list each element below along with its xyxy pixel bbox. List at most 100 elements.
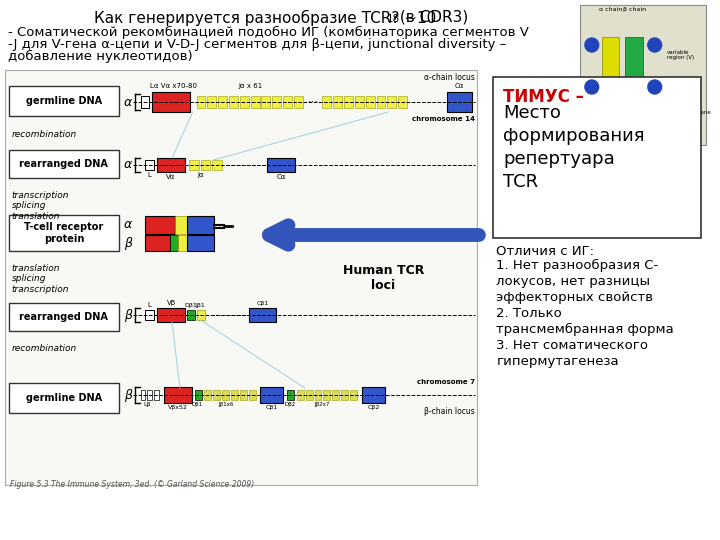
- Text: α-chain locus: α-chain locus: [424, 73, 474, 82]
- FancyBboxPatch shape: [259, 387, 283, 403]
- FancyBboxPatch shape: [178, 235, 186, 251]
- FancyBboxPatch shape: [140, 96, 150, 108]
- Text: Lβ: Lβ: [144, 402, 151, 407]
- Text: Dβ1: Dβ1: [184, 303, 197, 308]
- Text: Jβ1: Jβ1: [196, 303, 205, 308]
- Text: добавление нуклеотидов): добавление нуклеотидов): [8, 50, 192, 63]
- Circle shape: [648, 80, 662, 94]
- FancyBboxPatch shape: [145, 160, 154, 170]
- Text: chromosome 14: chromosome 14: [412, 116, 474, 122]
- FancyBboxPatch shape: [9, 86, 119, 116]
- FancyBboxPatch shape: [580, 5, 706, 145]
- FancyBboxPatch shape: [194, 390, 202, 400]
- FancyBboxPatch shape: [212, 160, 222, 170]
- Text: ТИМУС –: ТИМУС –: [503, 88, 584, 106]
- FancyBboxPatch shape: [355, 96, 364, 108]
- Text: Отличия с ИГ:: Отличия с ИГ:: [497, 245, 595, 258]
- Text: β chain: β chain: [623, 7, 646, 12]
- FancyBboxPatch shape: [341, 390, 348, 400]
- Text: translation
splicing
transcription: translation splicing transcription: [12, 264, 69, 294]
- Text: 18: 18: [387, 14, 400, 24]
- FancyBboxPatch shape: [231, 390, 238, 400]
- FancyBboxPatch shape: [207, 96, 216, 108]
- FancyBboxPatch shape: [145, 235, 170, 251]
- FancyBboxPatch shape: [229, 96, 238, 108]
- FancyBboxPatch shape: [201, 160, 210, 170]
- Text: ···: ···: [307, 97, 318, 107]
- Text: Cβ2: Cβ2: [367, 405, 379, 410]
- FancyBboxPatch shape: [398, 96, 407, 108]
- FancyBboxPatch shape: [602, 37, 619, 107]
- Text: L: L: [148, 302, 151, 308]
- Text: Cβ1: Cβ1: [256, 301, 269, 306]
- FancyBboxPatch shape: [240, 390, 247, 400]
- FancyBboxPatch shape: [218, 96, 227, 108]
- FancyBboxPatch shape: [493, 77, 701, 238]
- FancyBboxPatch shape: [140, 390, 145, 400]
- Text: β: β: [124, 388, 132, 402]
- FancyBboxPatch shape: [323, 390, 330, 400]
- FancyBboxPatch shape: [297, 390, 304, 400]
- Text: - Соматической рекомбинацией подобно ИГ (комбинаторика сегментов V: - Соматической рекомбинацией подобно ИГ …: [8, 26, 528, 39]
- Text: transmembrane
region: transmembrane region: [667, 110, 711, 120]
- FancyBboxPatch shape: [585, 120, 701, 140]
- FancyBboxPatch shape: [377, 96, 385, 108]
- Text: α: α: [124, 159, 132, 172]
- FancyBboxPatch shape: [164, 387, 192, 403]
- Text: constant
region (C): constant region (C): [667, 79, 693, 90]
- Text: germline DNA: germline DNA: [26, 96, 102, 106]
- FancyBboxPatch shape: [175, 216, 186, 234]
- Text: Место
формирования
репертуара
TCR: Место формирования репертуара TCR: [503, 104, 645, 191]
- Text: germline DNA: germline DNA: [26, 393, 102, 403]
- FancyBboxPatch shape: [240, 96, 248, 108]
- Circle shape: [585, 38, 599, 52]
- FancyBboxPatch shape: [315, 390, 321, 400]
- FancyBboxPatch shape: [189, 160, 199, 170]
- FancyBboxPatch shape: [197, 96, 205, 108]
- FancyBboxPatch shape: [222, 390, 229, 400]
- FancyBboxPatch shape: [323, 96, 331, 108]
- FancyArrowPatch shape: [269, 225, 479, 245]
- FancyBboxPatch shape: [447, 92, 472, 112]
- Text: Cβ1: Cβ1: [265, 405, 277, 410]
- FancyBboxPatch shape: [248, 390, 256, 400]
- Text: recombination: recombination: [12, 344, 77, 353]
- FancyBboxPatch shape: [602, 105, 643, 123]
- Text: (в CDR3): (в CDR3): [395, 10, 469, 25]
- Text: Jβ2x7: Jβ2x7: [315, 402, 330, 407]
- Text: -J для V-гена α-цепи и V-D-J сегментов для β-цепи, junctional diversity –: -J для V-гена α-цепи и V-D-J сегментов д…: [8, 38, 506, 51]
- Text: α: α: [124, 96, 132, 109]
- Text: Human TCR
loci: Human TCR loci: [343, 264, 424, 292]
- FancyBboxPatch shape: [625, 37, 643, 120]
- Text: transcription
splicing
translation: transcription splicing translation: [12, 191, 69, 221]
- Text: Как генерируется разнообразие TCR? ~10: Как генерируется разнообразие TCR? ~10: [94, 10, 436, 26]
- Text: Lα Vα x70-80: Lα Vα x70-80: [150, 83, 197, 89]
- Text: Cα: Cα: [276, 174, 286, 180]
- FancyBboxPatch shape: [154, 390, 159, 400]
- Text: α chain: α chain: [599, 7, 622, 12]
- FancyBboxPatch shape: [361, 387, 385, 403]
- FancyBboxPatch shape: [366, 96, 374, 108]
- Text: Dβ1: Dβ1: [192, 402, 203, 407]
- Text: Jα x 61: Jα x 61: [238, 83, 263, 89]
- FancyBboxPatch shape: [145, 216, 175, 234]
- Text: Dβ2: Dβ2: [284, 402, 296, 407]
- Text: Vβx52: Vβx52: [168, 405, 188, 410]
- FancyBboxPatch shape: [251, 96, 259, 108]
- Circle shape: [585, 80, 599, 94]
- FancyBboxPatch shape: [213, 390, 220, 400]
- Text: chromosome 7: chromosome 7: [417, 379, 474, 385]
- FancyBboxPatch shape: [9, 215, 119, 251]
- Text: β-chain locus: β-chain locus: [424, 407, 474, 416]
- FancyBboxPatch shape: [145, 310, 154, 320]
- FancyBboxPatch shape: [283, 96, 292, 108]
- FancyBboxPatch shape: [294, 96, 303, 108]
- FancyBboxPatch shape: [306, 390, 312, 400]
- Text: α: α: [124, 219, 132, 232]
- Circle shape: [648, 38, 662, 52]
- FancyBboxPatch shape: [170, 235, 178, 251]
- FancyBboxPatch shape: [9, 150, 119, 178]
- FancyBboxPatch shape: [9, 303, 119, 331]
- Text: L: L: [148, 172, 151, 178]
- FancyBboxPatch shape: [5, 70, 477, 485]
